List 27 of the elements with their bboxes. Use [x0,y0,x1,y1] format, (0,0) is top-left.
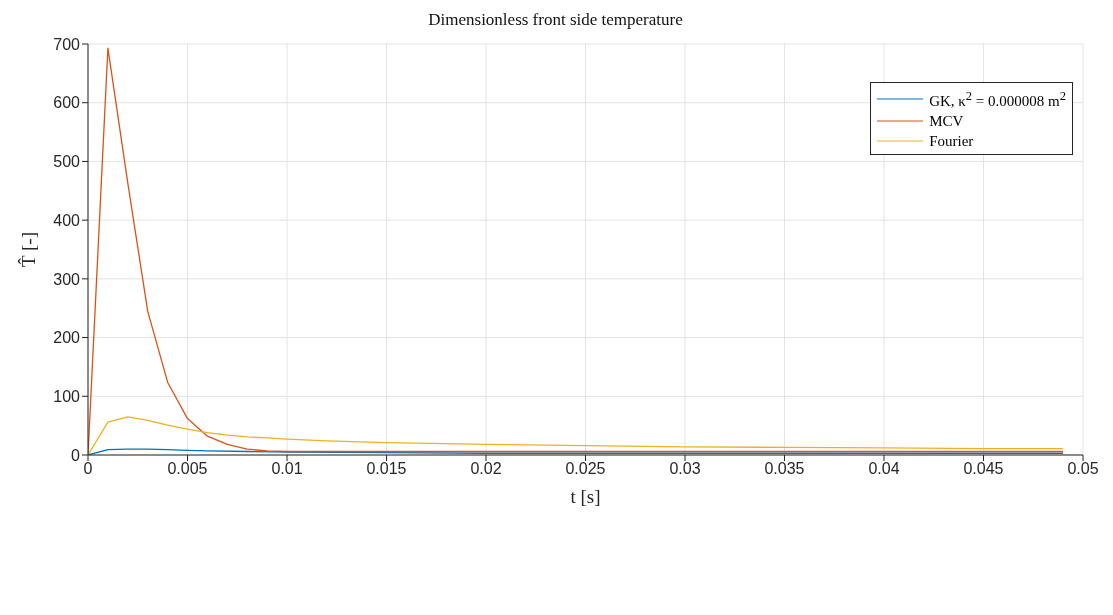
legend-label: GK, κ$^{2}$ = 0.000008 m$^{2}$ [929,88,1066,111]
line-series [88,47,1064,455]
x-tick-label: 0.02 [470,460,502,478]
y-tick-label: 400 [53,211,81,229]
y-tick-label: 100 [53,387,81,405]
chart-title: Dimensionless front side temperature [427,9,684,31]
x-tick-label: 0.025 [565,460,606,478]
x-tick-label: 0.035 [764,460,805,478]
y-tick-label: 500 [53,153,81,171]
y-tick-label: 300 [53,270,81,288]
x-tick-label: 0 [83,460,93,478]
y-tick-label: 600 [53,94,81,112]
x-tick-label: 0.03 [669,460,701,478]
y-axis-title: T̂ [-] [17,232,39,267]
y-tick-label: 700 [53,35,81,53]
line-series [88,416,1064,455]
y-tick-label: 0 [71,446,81,464]
x-axis-title: t [s] [570,486,601,507]
y-tick-label: 200 [53,329,81,347]
x-tick-label: 0.045 [963,460,1004,478]
x-tick-label: 0.01 [271,460,303,478]
x-tick-label: 0.05 [1067,460,1099,478]
x-tick-label: 0.005 [167,460,208,478]
legend-label: Fourier [929,132,974,151]
x-tick-label: 0.015 [366,460,407,478]
legend-label: MCV [929,112,964,131]
x-tick-label: 0.04 [868,460,900,478]
